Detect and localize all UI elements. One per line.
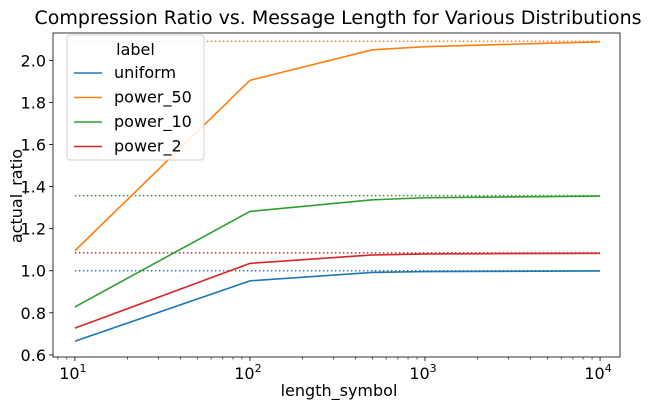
- y-tick-label: 1.0: [21, 262, 46, 281]
- legend-box: [66, 34, 205, 161]
- series-line-uniform: [74, 270, 601, 342]
- x-axis-label: length_symbol: [281, 381, 398, 401]
- x-tick-label-base: 10: [234, 364, 254, 383]
- x-tick-label-base: 10: [584, 364, 604, 383]
- legend-label-power_2: power_2: [114, 137, 182, 157]
- x-tick-label: 102: [234, 362, 261, 383]
- legend: label uniform power_50 power_10 power_2: [66, 34, 205, 161]
- y-tick-label: 1.2: [21, 220, 46, 239]
- legend-title: label: [116, 40, 155, 59]
- y-tick-label: 1.4: [21, 178, 46, 197]
- y-axis-label: actual_ratio: [7, 149, 27, 243]
- legend-label-power_50: power_50: [114, 88, 192, 108]
- x-tick-label: 103: [409, 362, 436, 383]
- series-line-power_10: [74, 195, 601, 308]
- y-tick-label: 1.6: [21, 136, 46, 155]
- x-tick-label: 101: [59, 362, 86, 383]
- series-line-power_2: [74, 252, 601, 329]
- plot-frame: [52, 32, 621, 358]
- legend-label-uniform: uniform: [114, 63, 176, 82]
- x-tick-label-exponent: 2: [255, 362, 262, 375]
- chart-title: Compression Ratio vs. Message Length for…: [34, 7, 641, 29]
- x-tick-label-exponent: 3: [430, 362, 437, 375]
- x-tick-label-exponent: 4: [605, 362, 612, 375]
- y-tick-label: 2.0: [21, 51, 46, 70]
- plot-area: [74, 40, 601, 342]
- y-tick-label: 1.8: [21, 93, 46, 112]
- x-tick-label-base: 10: [59, 364, 79, 383]
- x-tick-label-exponent: 1: [80, 362, 87, 375]
- y-tick-label: 0.8: [21, 304, 46, 323]
- x-tick-label: 104: [584, 362, 611, 383]
- x-tick-label-base: 10: [409, 364, 429, 383]
- legend-label-power_10: power_10: [114, 112, 192, 132]
- y-tick-label: 0.6: [21, 346, 46, 365]
